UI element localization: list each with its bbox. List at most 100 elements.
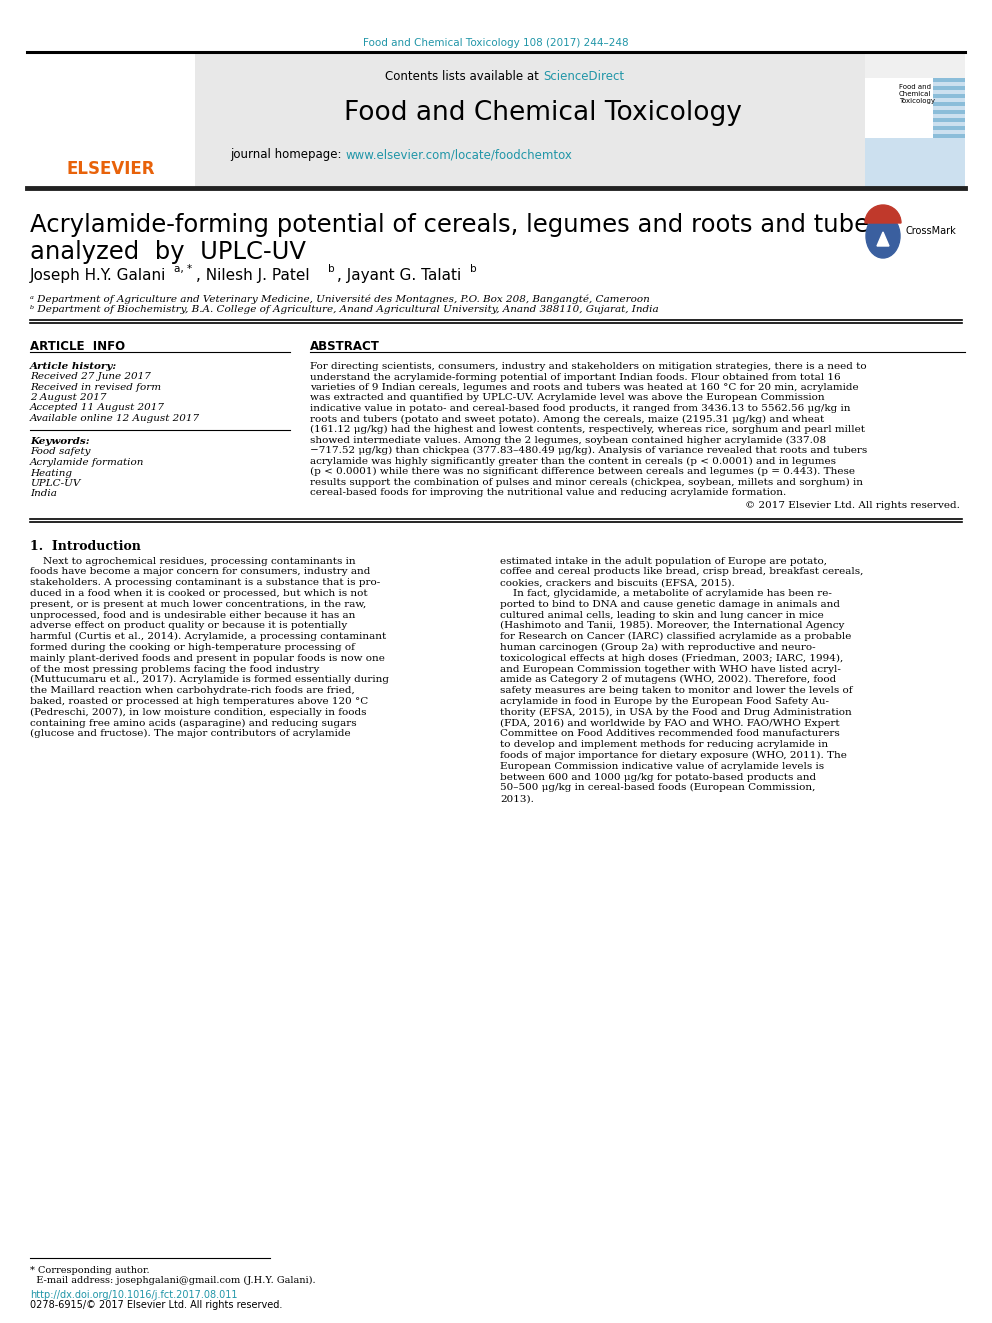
Text: estimated intake in the adult population of Europe are potato,: estimated intake in the adult population… (500, 557, 827, 565)
Text: amide as Category 2 of mutagens (WHO, 2002). Therefore, food: amide as Category 2 of mutagens (WHO, 20… (500, 675, 836, 684)
Text: between 600 and 1000 μg/kg for potato-based products and: between 600 and 1000 μg/kg for potato-ba… (500, 773, 816, 782)
Text: Available online 12 August 2017: Available online 12 August 2017 (30, 414, 200, 423)
Text: foods of major importance for dietary exposure (WHO, 2011). The: foods of major importance for dietary ex… (500, 751, 847, 759)
Bar (195, 53, 865, 188)
Text: In fact, glycidamide, a metabolite of acrylamide has been re-: In fact, glycidamide, a metabolite of ac… (500, 589, 832, 598)
Text: duced in a food when it is cooked or processed, but which is not: duced in a food when it is cooked or pro… (30, 589, 368, 598)
Text: and European Commission together with WHO have listed acryl-: and European Commission together with WH… (500, 664, 841, 673)
Text: © 2017 Elsevier Ltd. All rights reserved.: © 2017 Elsevier Ltd. All rights reserved… (745, 500, 960, 509)
Text: Contents lists available at: Contents lists available at (385, 70, 543, 83)
Text: Food safety: Food safety (30, 447, 90, 456)
Polygon shape (877, 232, 889, 246)
Bar (865, 78, 933, 138)
Text: acrylamide was highly significantly greater than the content in cereals (p < 0.0: acrylamide was highly significantly grea… (310, 456, 836, 466)
Text: (FDA, 2016) and worldwide by FAO and WHO. FAO/WHO Expert: (FDA, 2016) and worldwide by FAO and WHO… (500, 718, 839, 728)
Text: Next to agrochemical residues, processing contaminants in: Next to agrochemical residues, processin… (30, 557, 355, 565)
Text: cookies, crackers and biscuits (EFSA, 2015).: cookies, crackers and biscuits (EFSA, 20… (500, 578, 735, 587)
Text: was extracted and quantified by UPLC-UV. Acrylamide level was above the European: was extracted and quantified by UPLC-UV.… (310, 393, 824, 402)
Text: http://dx.doi.org/10.1016/j.fct.2017.08.011: http://dx.doi.org/10.1016/j.fct.2017.08.… (30, 1290, 237, 1301)
Text: stakeholders. A processing contaminant is a substance that is pro-: stakeholders. A processing contaminant i… (30, 578, 380, 587)
Text: Food and
Chemical
Toxicology: Food and Chemical Toxicology (899, 83, 935, 105)
Text: analyzed  by  UPLC-UV: analyzed by UPLC-UV (30, 239, 306, 265)
Text: Food and Chemical Toxicology: Food and Chemical Toxicology (344, 101, 742, 126)
Text: (p < 0.0001) while there was no significant difference between cereals and legum: (p < 0.0001) while there was no signific… (310, 467, 855, 476)
Text: ported to bind to DNA and cause genetic damage in animals and: ported to bind to DNA and cause genetic … (500, 599, 840, 609)
Text: containing free amino acids (asparagine) and reducing sugars: containing free amino acids (asparagine)… (30, 718, 357, 728)
Text: indicative value in potato- and cereal-based food products, it ranged from 3436.: indicative value in potato- and cereal-b… (310, 404, 850, 413)
Text: Heating: Heating (30, 468, 72, 478)
Text: ARTICLE  INFO: ARTICLE INFO (30, 340, 125, 353)
Bar (933, 118, 965, 122)
Text: Article history:: Article history: (30, 363, 117, 370)
Text: * Corresponding author.: * Corresponding author. (30, 1266, 150, 1275)
Text: harmful (Curtis et al., 2014). Acrylamide, a processing contaminant: harmful (Curtis et al., 2014). Acrylamid… (30, 632, 386, 642)
Text: varieties of 9 Indian cereals, legumes and roots and tubers was heated at 160 °C: varieties of 9 Indian cereals, legumes a… (310, 382, 859, 392)
Text: 1.  Introduction: 1. Introduction (30, 541, 141, 553)
Text: Keywords:: Keywords: (30, 438, 89, 446)
Text: thority (EFSA, 2015), in USA by the Food and Drug Administration: thority (EFSA, 2015), in USA by the Food… (500, 708, 852, 717)
Bar (933, 134, 965, 138)
Text: European Commission indicative value of acrylamide levels is: European Commission indicative value of … (500, 762, 824, 771)
Text: 2 August 2017: 2 August 2017 (30, 393, 106, 402)
Text: baked, roasted or processed at high temperatures above 120 °C: baked, roasted or processed at high temp… (30, 697, 368, 706)
Ellipse shape (866, 214, 900, 258)
Text: formed during the cooking or high-temperature processing of: formed during the cooking or high-temper… (30, 643, 355, 652)
Text: Food and Chemical Toxicology 108 (2017) 244–248: Food and Chemical Toxicology 108 (2017) … (363, 38, 629, 48)
Text: cultured animal cells, leading to skin and lung cancer in mice: cultured animal cells, leading to skin a… (500, 610, 823, 619)
Bar (865, 53, 965, 188)
Bar (865, 53, 965, 78)
Text: Committee on Food Additives recommended food manufacturers: Committee on Food Additives recommended … (500, 729, 840, 738)
Text: , Nilesh J. Patel: , Nilesh J. Patel (196, 269, 310, 283)
Text: results support the combination of pulses and minor cereals (chickpea, soybean, : results support the combination of pulse… (310, 478, 863, 487)
Text: journal homepage:: journal homepage: (230, 148, 345, 161)
Text: ELSEVIER: ELSEVIER (66, 160, 156, 179)
Text: CrossMark: CrossMark (905, 226, 955, 235)
Bar (27, 53, 195, 188)
Text: ScienceDirect: ScienceDirect (543, 70, 624, 83)
Text: roots and tubers (potato and sweet potato). Among the cereals, maize (2195.31 μg: roots and tubers (potato and sweet potat… (310, 414, 824, 423)
Text: b: b (328, 265, 334, 274)
Bar (933, 78, 965, 82)
Bar (933, 110, 965, 114)
Text: −717.52 μg/kg) than chickpea (377.83–480.49 μg/kg). Analysis of variance reveale: −717.52 μg/kg) than chickpea (377.83–480… (310, 446, 867, 455)
Text: 0278-6915/© 2017 Elsevier Ltd. All rights reserved.: 0278-6915/© 2017 Elsevier Ltd. All right… (30, 1301, 283, 1310)
Text: acrylamide in food in Europe by the European Food Safety Au-: acrylamide in food in Europe by the Euro… (500, 697, 829, 706)
Text: understand the acrylamide-forming potential of important Indian foods. Flour obt: understand the acrylamide-forming potent… (310, 373, 840, 381)
Text: showed intermediate values. Among the 2 legumes, soybean contained higher acryla: showed intermediate values. Among the 2 … (310, 435, 826, 445)
Text: mainly plant-derived foods and present in popular foods is now one: mainly plant-derived foods and present i… (30, 654, 385, 663)
Text: cereal-based foods for improving the nutritional value and reducing acrylamide f: cereal-based foods for improving the nut… (310, 488, 787, 497)
Text: foods have become a major concern for consumers, industry and: foods have become a major concern for co… (30, 568, 370, 577)
Text: UPLC-UV: UPLC-UV (30, 479, 80, 488)
Text: ᵃ Department of Agriculture and Veterinary Medicine, Université des Montagnes, P: ᵃ Department of Agriculture and Veterina… (30, 294, 650, 303)
Text: safety measures are being taken to monitor and lower the levels of: safety measures are being taken to monit… (500, 687, 852, 695)
Text: www.elsevier.com/locate/foodchemtox: www.elsevier.com/locate/foodchemtox (345, 148, 571, 161)
Text: b: b (470, 265, 476, 274)
Text: India: India (30, 490, 57, 499)
Text: for Research on Cancer (IARC) classified acrylamide as a probable: for Research on Cancer (IARC) classified… (500, 632, 851, 642)
Text: (161.12 μg/kg) had the highest and lowest contents, respectively, whereas rice, : (161.12 μg/kg) had the highest and lowes… (310, 425, 865, 434)
Bar (933, 126, 965, 130)
Text: present, or is present at much lower concentrations, in the raw,: present, or is present at much lower con… (30, 599, 366, 609)
Text: (Pedreschi, 2007), in low moisture condition, especially in foods: (Pedreschi, 2007), in low moisture condi… (30, 708, 366, 717)
Text: unprocessed, food and is undesirable either because it has an: unprocessed, food and is undesirable eit… (30, 610, 355, 619)
Text: For directing scientists, consumers, industry and stakeholders on mitigation str: For directing scientists, consumers, ind… (310, 363, 867, 370)
Text: Joseph H.Y. Galani: Joseph H.Y. Galani (30, 269, 167, 283)
Text: a, *: a, * (174, 265, 192, 274)
Text: E-mail address: josephgalani@gmail.com (J.H.Y. Galani).: E-mail address: josephgalani@gmail.com (… (30, 1275, 315, 1285)
Text: (Hashimoto and Tanii, 1985). Moreover, the International Agency: (Hashimoto and Tanii, 1985). Moreover, t… (500, 622, 844, 631)
Bar (933, 86, 965, 90)
Bar (933, 94, 965, 98)
Text: adverse effect on product quality or because it is potentially: adverse effect on product quality or bec… (30, 622, 347, 630)
Text: Acrylamide formation: Acrylamide formation (30, 458, 145, 467)
Text: (Muttucumaru et al., 2017). Acrylamide is formed essentially during: (Muttucumaru et al., 2017). Acrylamide i… (30, 675, 389, 684)
Text: human carcinogen (Group 2a) with reproductive and neuro-: human carcinogen (Group 2a) with reprodu… (500, 643, 815, 652)
Text: Received 27 June 2017: Received 27 June 2017 (30, 372, 151, 381)
Text: 2013).: 2013). (500, 794, 534, 803)
Text: the Maillard reaction when carbohydrate-rich foods are fried,: the Maillard reaction when carbohydrate-… (30, 687, 355, 695)
Text: Received in revised form: Received in revised form (30, 382, 161, 392)
Text: Accepted 11 August 2017: Accepted 11 August 2017 (30, 404, 165, 413)
Text: toxicological effects at high doses (Friedman, 2003; IARC, 1994),: toxicological effects at high doses (Fri… (500, 654, 843, 663)
Bar (933, 102, 965, 106)
Text: coffee and cereal products like bread, crisp bread, breakfast cereals,: coffee and cereal products like bread, c… (500, 568, 863, 577)
Wedge shape (865, 205, 901, 224)
